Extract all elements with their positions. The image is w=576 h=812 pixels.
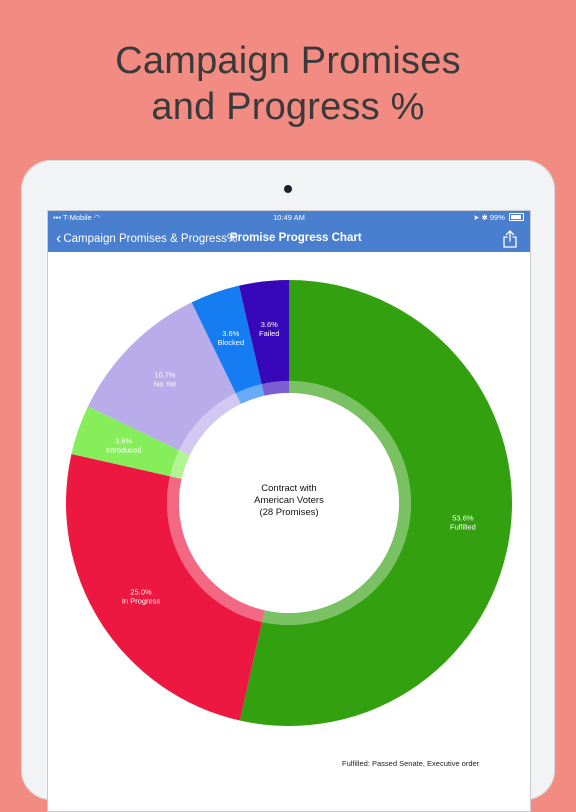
slice-failed[interactable]: [239, 280, 289, 385]
nav-title: Promise Progress Chart: [230, 232, 362, 244]
slice-inner-ring-failed: [261, 381, 289, 396]
slice-inner-ring-blocked: [235, 384, 265, 405]
share-icon[interactable]: [502, 230, 518, 248]
wifi-icon: ◠: [93, 213, 101, 222]
slice-blocked[interactable]: [191, 285, 262, 394]
app-screen: ▪▪▪ T-Mobile ◠ 10:49 AM ➤ ✱ 99% ‹ Campaig…: [47, 210, 531, 812]
tablet-frame: ▪▪▪ T-Mobile ◠ 10:49 AM ➤ ✱ 99% ‹ Campaig…: [21, 160, 555, 812]
donut-center: [179, 393, 399, 613]
location-icon: ➤: [473, 213, 480, 222]
slice-inner-ring-introduced: [169, 450, 190, 479]
slice-label-introduced: 3.6% Introduced: [106, 437, 141, 455]
carrier-label: T-Mobile: [62, 213, 92, 222]
chart-footnote: Fulfilled: Passed Senate, Executive orde…: [342, 759, 480, 768]
back-button-label: Campaign Promises & Progress%: [63, 233, 238, 245]
bluetooth-icon: ✱: [481, 213, 488, 222]
chevron-left-icon: ‹: [56, 230, 62, 247]
slice-label-failed: 3.6% Failed: [259, 320, 279, 338]
promise-donut-chart: 53.6% Fulfilled 25.0% In Progress 3.6% Introd…: [66, 280, 512, 726]
status-time: 10:49 AM: [273, 213, 305, 222]
slice-inner-ring-no-yet: [178, 393, 241, 456]
slice-label-fulfilled: 53.6% Fulfilled: [450, 513, 476, 531]
navigation-bar: ‹ Campaign Promises & Progress% Promise P…: [48, 225, 530, 252]
status-bar: ▪▪▪ T-Mobile ◠ 10:49 AM ➤ ✱ 99%: [48, 211, 530, 225]
slice-label-no-yet: 10.7% No Yet: [154, 371, 177, 389]
slice-inner-ring-in-progress: [167, 476, 265, 622]
battery-icon: [509, 213, 524, 221]
promo-headline: Campaign Promises and Progress %: [0, 38, 576, 130]
slice-label-in-progress: 25.0% In Progress: [122, 587, 161, 605]
slice-label-blocked: 3.6% Blocked: [217, 329, 244, 347]
battery-percent: 99%: [489, 213, 505, 222]
camera-icon: [284, 185, 292, 193]
slice-introduced[interactable]: [71, 406, 179, 477]
slice-no-yet[interactable]: [87, 302, 236, 451]
headline-line-1: Campaign Promises: [115, 40, 461, 82]
headline-line-2: and Progress %: [151, 86, 425, 128]
back-button[interactable]: ‹ Campaign Promises & Progress%: [56, 225, 237, 252]
center-label: Contract with American Voters (28 Promises…: [254, 483, 324, 518]
slice-in-progress[interactable]: [66, 454, 263, 721]
signal-icon: ▪▪▪: [53, 213, 61, 222]
slice-fulfilled[interactable]: [239, 280, 512, 726]
